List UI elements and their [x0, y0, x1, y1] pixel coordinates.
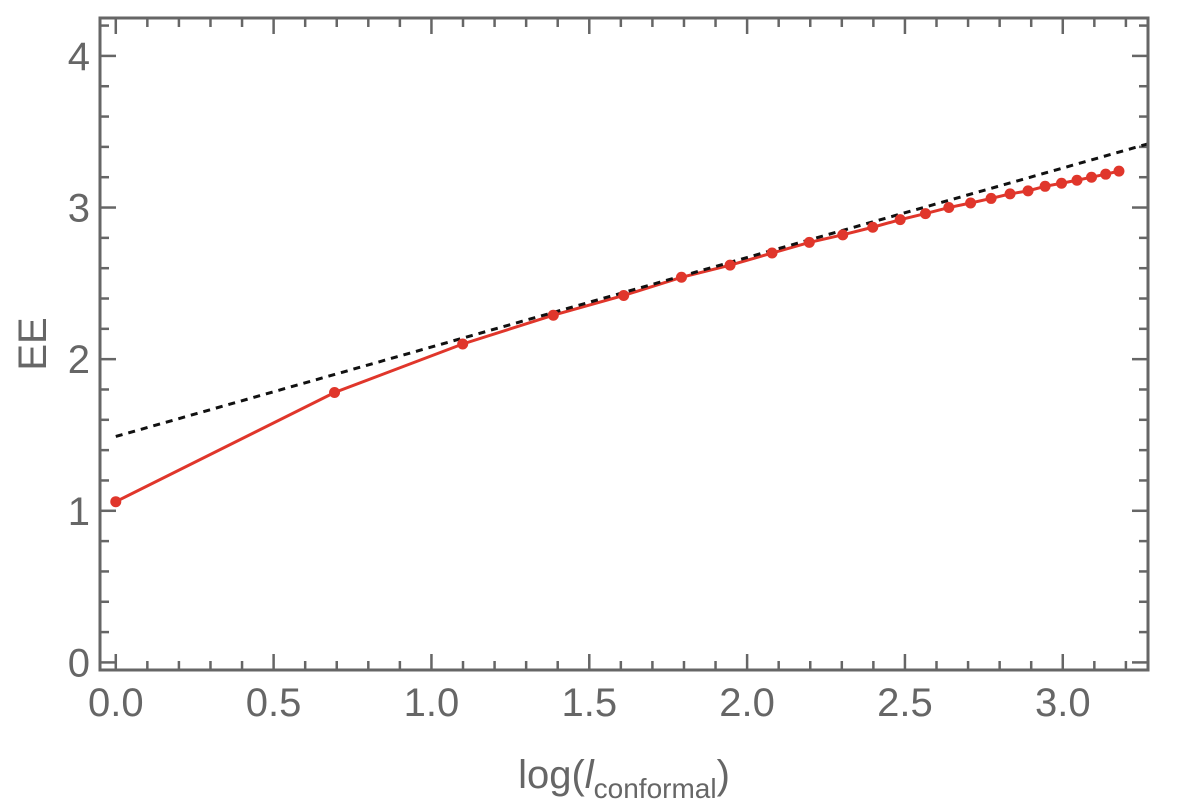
x-tick-label: 0.0 [88, 681, 144, 725]
data-point [943, 202, 955, 214]
y-tick-label: 1 [68, 490, 90, 534]
x-axis-label-italic: l [585, 753, 595, 797]
x-tick-label: 2.0 [719, 681, 775, 725]
data-point [1056, 177, 1068, 189]
x-tick-label: 1.5 [561, 681, 617, 725]
y-tick-label: 0 [68, 641, 90, 685]
data-point [1100, 168, 1112, 180]
x-tick-label: 3.0 [1035, 681, 1091, 725]
data-point [894, 214, 906, 226]
data-point [1071, 174, 1083, 186]
data-point [547, 309, 559, 321]
plot-frame [98, 16, 1150, 672]
data-series-line [115, 169, 1120, 504]
data-point [919, 208, 931, 220]
plot-layer [110, 142, 1149, 508]
data-point [837, 229, 849, 241]
data-point [1085, 171, 1097, 183]
data-point [1039, 180, 1051, 192]
y-axis-label: EE [11, 317, 55, 370]
data-point [110, 496, 122, 508]
data-point [766, 247, 778, 259]
labels-layer: 0.0 0.5 1.0 1.5 2.0 2.5 3.0 0 1 2 3 4 [68, 35, 1091, 725]
data-point [675, 271, 687, 283]
data-point [1022, 185, 1034, 197]
y-tick-label: 4 [68, 35, 90, 79]
data-point [965, 197, 977, 209]
data-point [1113, 165, 1125, 177]
x-axis-label-prefix: log( [518, 753, 585, 797]
data-point [867, 221, 879, 233]
fit-line [115, 142, 1149, 438]
x-tick-label: 2.5 [877, 681, 933, 725]
x-axis-label-suffix: ) [717, 753, 730, 797]
data-point [803, 236, 815, 248]
data-point [618, 289, 630, 301]
y-tick-label: 3 [68, 187, 90, 231]
data-point [985, 192, 997, 204]
data-point [1004, 188, 1016, 200]
ticks-layer [100, 18, 1148, 670]
x-axis-label: log(lconformal) [518, 753, 730, 804]
x-tick-label: 1.0 [404, 681, 460, 725]
data-point [329, 387, 341, 399]
data-point [457, 338, 469, 350]
data-point [724, 259, 736, 271]
x-axis-label-subscript: conformal [594, 773, 717, 804]
y-tick-label: 2 [68, 338, 90, 382]
x-tick-label: 0.5 [246, 681, 302, 725]
